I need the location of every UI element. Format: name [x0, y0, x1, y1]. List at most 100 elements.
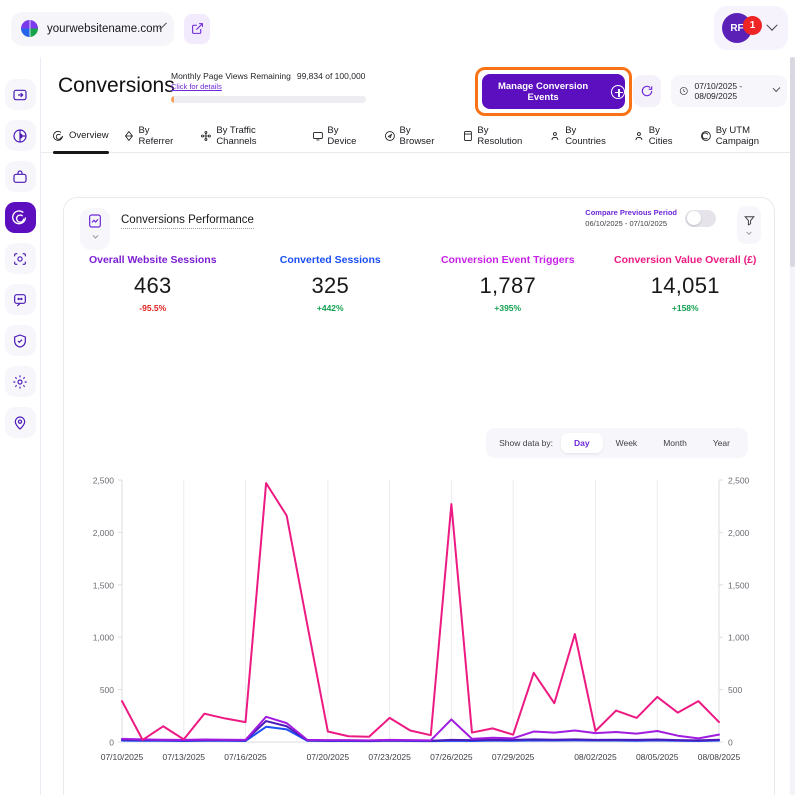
tab-by-cities[interactable]: By Cities — [633, 119, 686, 153]
page-views-progress — [171, 96, 366, 103]
svg-text:08/08/2025: 08/08/2025 — [698, 752, 741, 762]
card-title: Conversions Performance — [121, 214, 254, 229]
svg-text:07/26/2025: 07/26/2025 — [430, 752, 473, 762]
sidebar-item-settings[interactable] — [4, 366, 36, 397]
resolution-icon — [463, 130, 472, 141]
tab-overview[interactable]: Overview — [53, 119, 109, 154]
date-range-picker[interactable]: 07/10/2025 - 08/09/2025 — [671, 75, 787, 107]
card-icon-button[interactable] — [80, 208, 110, 250]
top-bar: yourwebsitename.com RF 1 — [0, 0, 795, 57]
compare-range: 06/10/2025 - 07/10/2025 — [585, 219, 668, 228]
tab-by-referrer[interactable]: By Referrer — [123, 119, 187, 153]
conversions-line-chart[interactable]: 0 0 500 500 1,000 1,000 1,500 1,500 2,000 2,000 2,… — [64, 470, 776, 795]
toggle-switch[interactable] — [685, 209, 716, 227]
svg-text:07/10/2025: 07/10/2025 — [101, 752, 144, 762]
svg-text:08/02/2025: 08/02/2025 — [574, 752, 617, 762]
utm-campaign-icon — [700, 130, 711, 141]
svg-text:07/16/2025: 07/16/2025 — [224, 752, 267, 762]
svg-text:1,500: 1,500 — [728, 580, 750, 590]
kpi-label: Converted Sessions — [279, 254, 381, 266]
sidebar-item-collapse[interactable] — [4, 79, 36, 110]
site-selector[interactable]: yourwebsitename.com — [11, 11, 174, 46]
svg-text:07/23/2025: 07/23/2025 — [368, 752, 411, 762]
kpi-conversion-value-overall: Conversion Value Overall (£) 14,051 +158… — [597, 254, 775, 313]
svg-text:07/13/2025: 07/13/2025 — [162, 752, 205, 762]
chevron-down-icon — [92, 235, 98, 239]
svg-text:2,500: 2,500 — [93, 476, 115, 486]
countries-pin-icon — [551, 131, 559, 140]
tab-label: By Device — [327, 124, 357, 147]
compare-previous-period-toggle[interactable]: Compare Previous Period 06/10/2025 - 07/… — [585, 208, 716, 228]
manage-conversion-events-label: Manage Conversion Events — [497, 80, 589, 103]
chart-svg: 0 0 500 500 1,000 1,000 1,500 1,500 2,000 2,000 2,… — [93, 476, 750, 763]
tab-label: By Browser — [399, 124, 435, 147]
card-header: Conversions Performance Compare Previous… — [64, 198, 774, 250]
open-site-button[interactable] — [184, 13, 210, 44]
referrer-icon — [124, 130, 133, 141]
external-link-icon — [191, 23, 203, 34]
globe-icon — [21, 20, 38, 37]
page-views-count: 99,834 of 100,000 — [296, 71, 366, 81]
shield-check-icon — [14, 333, 26, 348]
conversions-swirl-icon — [11, 210, 26, 225]
tab-by-utm-campaign[interactable]: By UTM Campaign — [700, 119, 795, 153]
notification-badge: 1 — [743, 16, 762, 35]
svg-text:1,500: 1,500 — [93, 580, 115, 590]
cities-pin-icon — [635, 131, 643, 140]
granularity-month[interactable]: Month — [663, 438, 687, 448]
page-views-label: Monthly Page Views Remaining — [171, 71, 291, 81]
manage-conversion-events-highlight: Manage Conversion Events — [475, 67, 632, 116]
user-menu[interactable]: RF 1 — [714, 6, 788, 50]
svg-text:08/05/2025: 08/05/2025 — [636, 752, 679, 762]
tab-by-countries[interactable]: By Countries — [549, 119, 619, 153]
monitor-icon — [312, 131, 323, 140]
sidebar-item-analytics[interactable] — [4, 120, 36, 151]
chevron-down-icon — [772, 84, 781, 93]
conversions-performance-card: Conversions Performance Compare Previous… — [63, 197, 775, 795]
sidebar-item-campaigns[interactable] — [4, 161, 36, 192]
kpi-value: 463 — [133, 273, 172, 298]
svg-text:07/29/2025: 07/29/2025 — [492, 752, 535, 762]
sidebar — [0, 57, 41, 795]
gear-icon — [13, 374, 27, 389]
granularity-year[interactable]: Year — [712, 438, 730, 448]
tab-by-browser[interactable]: By Browser — [384, 119, 448, 153]
sidebar-item-privacy[interactable] — [4, 325, 36, 356]
filter-button[interactable] — [737, 206, 761, 244]
chevron-down-icon — [766, 19, 778, 31]
briefcase-icon — [13, 169, 27, 183]
site-name-label: yourwebsitename.com — [47, 22, 163, 35]
page-views-details-link[interactable]: Click for details — [171, 82, 222, 91]
svg-text:500: 500 — [728, 685, 742, 695]
svg-text:2,000: 2,000 — [728, 528, 750, 538]
tab-label: By Cities — [648, 124, 673, 147]
avatar: RF 1 — [722, 13, 762, 43]
tab-by-traffic-channels[interactable]: By Traffic Channels — [200, 119, 297, 153]
tab-by-device[interactable]: By Device — [312, 119, 370, 153]
granularity-week[interactable]: Week — [615, 438, 638, 448]
tab-label: Overview — [69, 130, 109, 141]
page-title: Conversions — [58, 74, 175, 97]
sidebar-item-goals[interactable] — [4, 243, 36, 274]
tab-label: By Countries — [565, 124, 606, 147]
sidebar-item-feedback[interactable] — [4, 284, 36, 315]
tab-by-resolution[interactable]: By Resolution — [462, 119, 536, 153]
manage-conversion-events-button[interactable]: Manage Conversion Events — [482, 74, 625, 109]
refresh-button[interactable] — [633, 75, 661, 107]
line-chart-icon — [89, 214, 101, 228]
kpi-label: Overall Website Sessions — [88, 254, 217, 266]
show-data-by-label: Show data by: — [499, 438, 554, 448]
pie-chart-icon — [13, 128, 27, 143]
page-scrollbar[interactable] — [790, 57, 795, 795]
swirl-icon — [53, 130, 63, 141]
clock-icon — [679, 87, 688, 95]
kpi-value: 14,051 — [650, 273, 720, 298]
sidebar-item-locations[interactable] — [4, 407, 36, 438]
granularity-day[interactable]: Day — [561, 433, 603, 453]
sidebar-item-conversions[interactable] — [4, 202, 36, 233]
svg-text:1,000: 1,000 — [93, 633, 115, 643]
kpi-label: Conversion Event Triggers — [440, 254, 575, 266]
collapse-panel-icon — [13, 89, 27, 100]
refresh-icon — [641, 85, 653, 97]
kpi-conversion-event-triggers: Conversion Event Triggers 1,787 +395% — [419, 254, 597, 313]
